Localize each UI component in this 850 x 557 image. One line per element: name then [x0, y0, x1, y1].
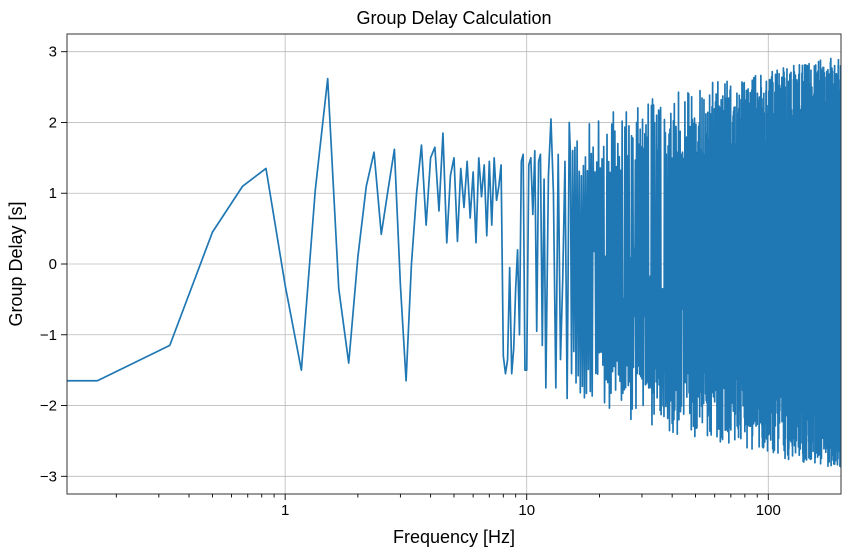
x-tick-label-0: 1 [281, 502, 289, 519]
x-axis-ticks: 1 10 100 [115, 494, 781, 519]
x-tick-label-1: 10 [518, 502, 535, 519]
y-tick-label-1: 2 [49, 114, 57, 131]
y-tick-label-4: −1 [40, 327, 57, 344]
x-tick-label-2: 100 [756, 502, 781, 519]
x-axis-label: Frequency [Hz] [393, 527, 515, 547]
y-tick-label-6: −3 [40, 468, 57, 485]
plot-area [67, 57, 841, 468]
series-line-group-delay [67, 57, 841, 468]
y-tick-label-3: 0 [49, 256, 57, 273]
y-tick-label-5: −2 [40, 398, 57, 415]
y-axis-label: Group Delay [s] [6, 201, 26, 326]
y-axis-ticks: 3 2 1 0 −1 −2 −3 [40, 44, 67, 485]
y-tick-label-0: 3 [49, 44, 57, 61]
y-tick-label-2: 1 [49, 185, 57, 202]
chart-title: Group Delay Calculation [356, 8, 551, 28]
